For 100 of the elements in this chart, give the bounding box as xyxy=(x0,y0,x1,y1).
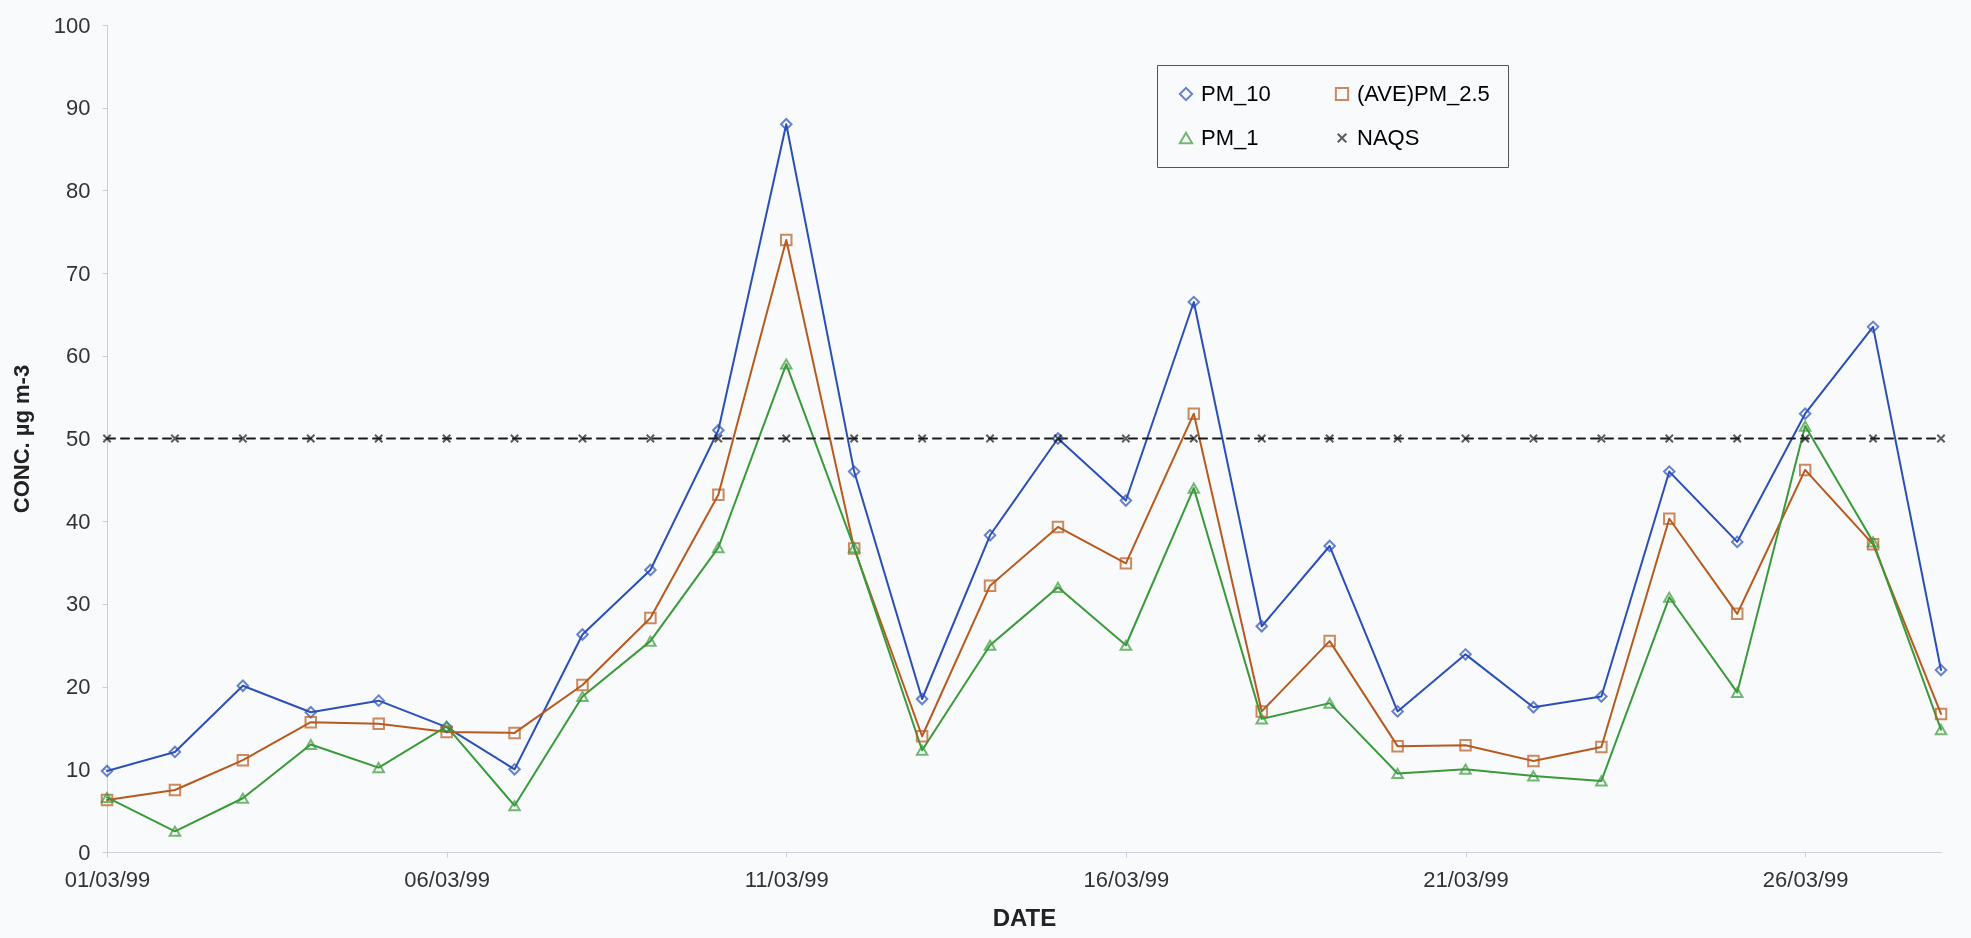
point xyxy=(100,793,114,807)
point xyxy=(917,433,927,444)
y-tick-label: 70 xyxy=(66,260,91,286)
y-tick-label: 60 xyxy=(66,343,91,369)
point xyxy=(712,488,725,501)
y-tick-label: 80 xyxy=(66,177,91,203)
point xyxy=(168,825,182,837)
point xyxy=(1392,433,1403,444)
point xyxy=(304,705,318,719)
point xyxy=(372,694,385,707)
point xyxy=(1934,707,1948,721)
point xyxy=(1866,320,1880,334)
point xyxy=(713,433,723,444)
point xyxy=(236,792,250,804)
point xyxy=(915,729,929,743)
point xyxy=(1255,705,1268,718)
y-tick-label: 0 xyxy=(78,839,91,865)
point xyxy=(847,465,861,478)
point xyxy=(372,762,385,774)
point xyxy=(1936,433,1946,444)
y-tick-label: 100 xyxy=(53,12,91,38)
point xyxy=(1391,739,1404,753)
point xyxy=(440,725,453,739)
point xyxy=(1730,686,1744,698)
point xyxy=(1459,648,1472,661)
point xyxy=(1325,433,1335,444)
x-axis-title: DATE xyxy=(992,903,1057,931)
point xyxy=(1800,433,1810,444)
point xyxy=(644,563,657,577)
point xyxy=(236,753,250,767)
point xyxy=(100,791,114,803)
point xyxy=(1730,607,1744,621)
point xyxy=(1255,713,1268,725)
point xyxy=(1798,407,1812,420)
y-tick-label: 50 xyxy=(66,426,91,451)
point xyxy=(1663,465,1676,478)
point xyxy=(1121,433,1131,444)
point xyxy=(1595,775,1608,787)
y-tick-label: 90 xyxy=(66,95,91,121)
point xyxy=(985,433,995,444)
point xyxy=(712,542,725,554)
point xyxy=(168,783,182,797)
point xyxy=(1868,433,1878,444)
point xyxy=(1798,420,1812,432)
point xyxy=(441,433,452,444)
point xyxy=(508,800,521,812)
point xyxy=(304,715,318,729)
point xyxy=(645,433,656,444)
point xyxy=(1934,663,1948,677)
point xyxy=(1663,512,1676,525)
point xyxy=(780,358,793,370)
x-tick-label: 11/03/99 xyxy=(744,866,829,892)
point xyxy=(1732,433,1742,444)
point xyxy=(1257,433,1267,444)
point xyxy=(168,745,182,759)
point xyxy=(1187,482,1201,494)
point xyxy=(1187,407,1201,420)
x-tick-label: 26/03/99 xyxy=(1762,866,1849,892)
legend-label: NAQS xyxy=(1357,125,1420,150)
point xyxy=(1051,581,1065,593)
x-tick-label: 21/03/99 xyxy=(1423,866,1509,892)
point xyxy=(712,423,725,437)
point xyxy=(576,690,589,703)
point xyxy=(780,118,793,131)
point xyxy=(644,635,657,647)
point xyxy=(1119,639,1133,651)
point xyxy=(509,433,520,444)
point xyxy=(576,678,589,692)
point xyxy=(102,433,112,444)
point xyxy=(1595,740,1608,754)
point xyxy=(1187,295,1201,309)
point xyxy=(915,744,929,756)
point xyxy=(983,639,997,651)
y-axis-title: CONC. µg m-3 xyxy=(8,364,34,514)
point xyxy=(238,433,248,444)
point xyxy=(576,628,589,641)
y-tick-label: 30 xyxy=(66,591,91,617)
point xyxy=(1527,754,1540,768)
point xyxy=(1119,557,1133,570)
point xyxy=(1460,433,1471,444)
point xyxy=(1459,763,1472,775)
point xyxy=(372,717,385,731)
point xyxy=(1595,690,1608,703)
point xyxy=(304,738,318,751)
point xyxy=(1323,634,1336,648)
point xyxy=(983,579,997,592)
point xyxy=(577,433,588,444)
y-tick-label: 40 xyxy=(66,508,91,534)
point xyxy=(1527,701,1540,714)
point xyxy=(1730,535,1744,549)
point xyxy=(1459,739,1472,752)
point xyxy=(1189,433,1199,444)
point xyxy=(306,433,316,444)
x-tick-label: 01/03/99 xyxy=(64,866,151,892)
legend-label: PM_10 xyxy=(1201,81,1271,106)
x-tick-label: 16/03/99 xyxy=(1083,866,1170,892)
point xyxy=(780,233,793,247)
point xyxy=(1323,539,1336,553)
point xyxy=(1596,433,1607,444)
point xyxy=(1663,591,1676,603)
